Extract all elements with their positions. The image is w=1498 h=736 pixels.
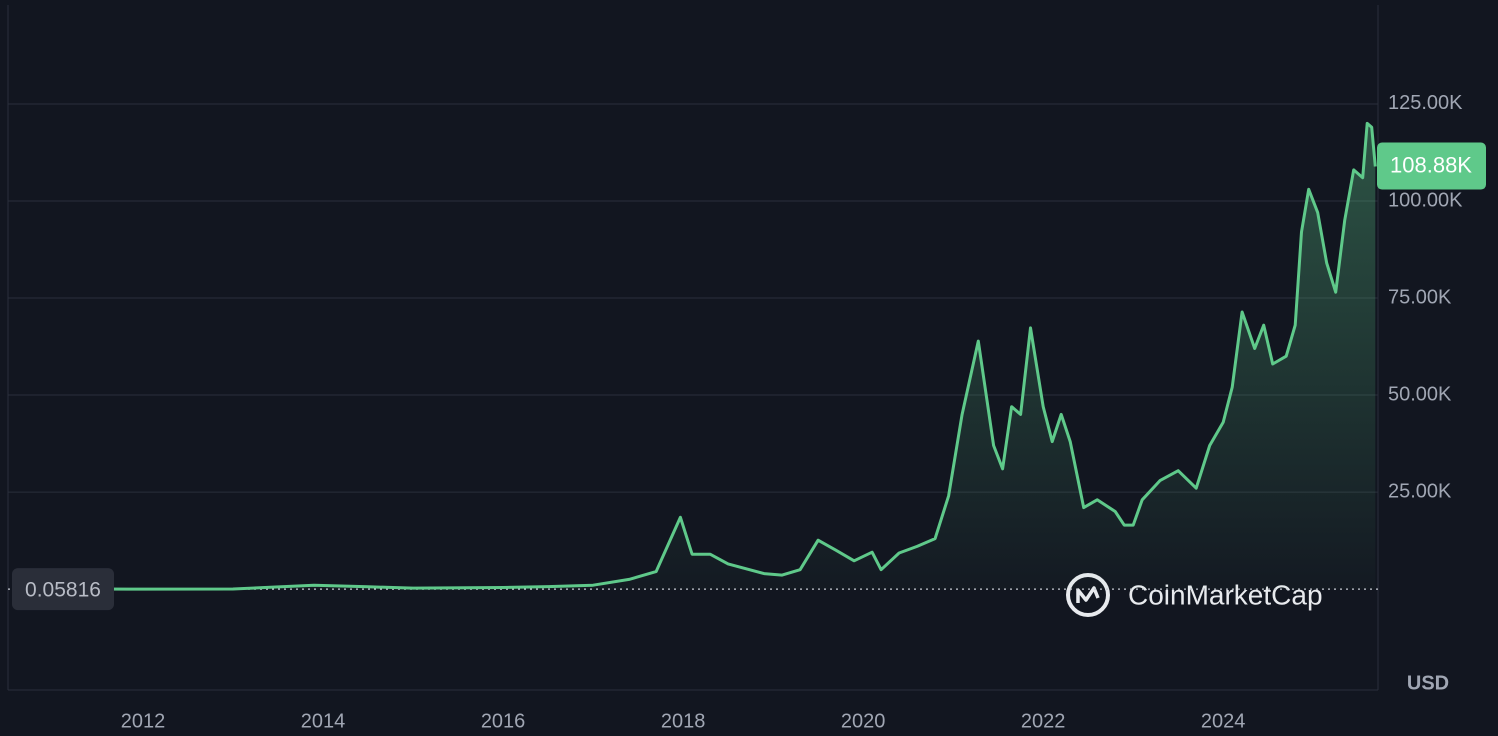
- x-tick-label: 2014: [301, 710, 346, 732]
- y-tick-label: 50.00K: [1388, 383, 1452, 405]
- watermark-logo-mark: [1076, 586, 1100, 603]
- y-tick-label: 75.00K: [1388, 286, 1452, 308]
- last-price-label: 108.88K: [1390, 152, 1472, 177]
- y-tick-label: 100.00K: [1388, 189, 1463, 211]
- x-tick-label: 2020: [841, 710, 886, 732]
- y-tick-label: 125.00K: [1388, 92, 1463, 114]
- x-tick-label: 2024: [1201, 710, 1246, 732]
- y-tick-label: 25.00K: [1388, 480, 1452, 502]
- first-price-label: 0.05816: [25, 579, 101, 602]
- last-price-badge: [1377, 142, 1486, 190]
- first-price-badge: [12, 568, 114, 611]
- x-tick-label: 2012: [121, 710, 166, 732]
- currency-label: USD: [1407, 672, 1449, 694]
- x-tick-label: 2022: [1021, 710, 1066, 732]
- price-area: [12, 123, 1376, 590]
- x-tick-label: 2016: [481, 710, 526, 732]
- x-tick-label: 2018: [661, 710, 706, 732]
- price-line: [12, 121, 1377, 591]
